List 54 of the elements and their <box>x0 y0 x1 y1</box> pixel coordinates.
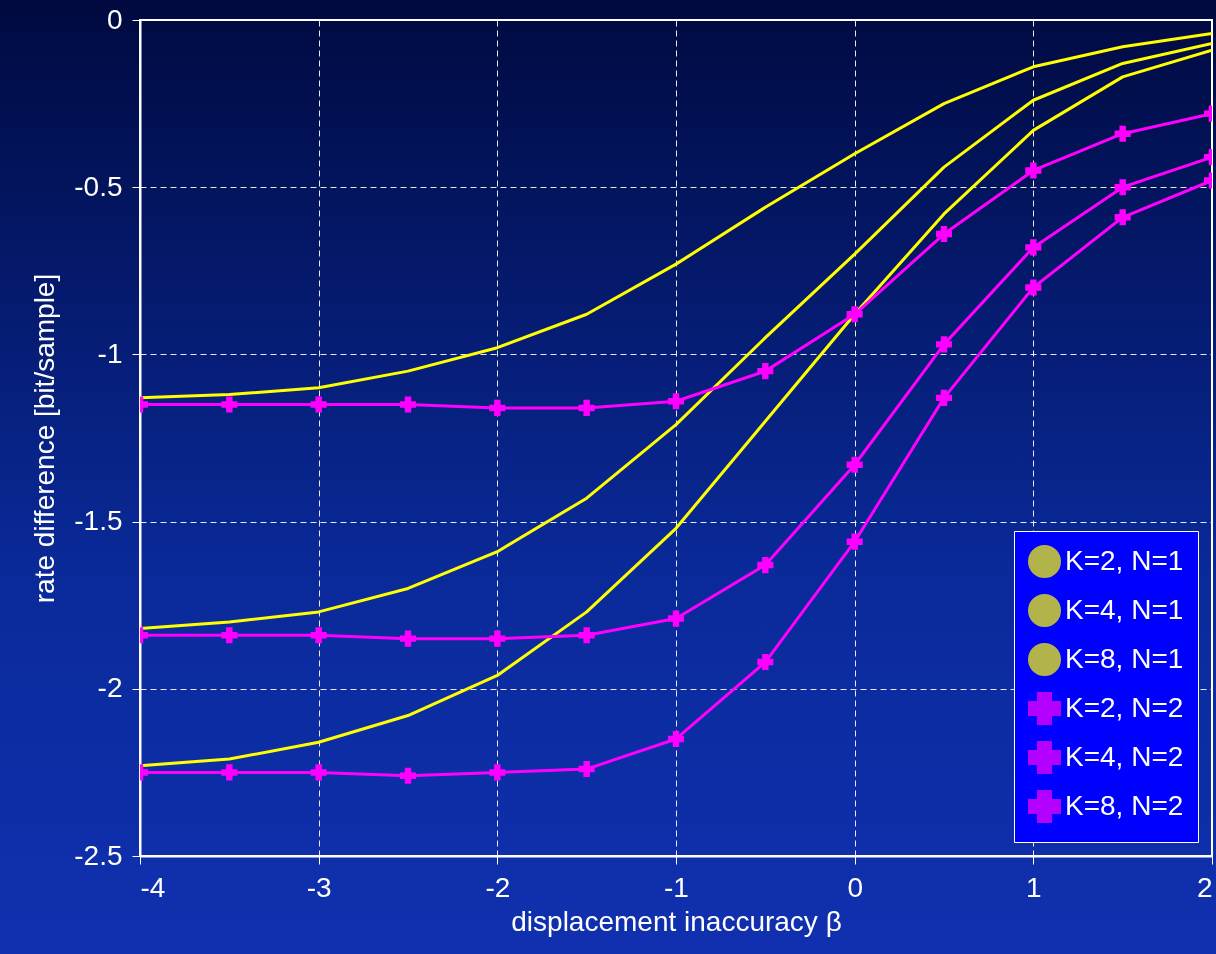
point <box>1114 209 1131 226</box>
legend-label: K=2, N=2 <box>1065 691 1184 723</box>
x-tick-label: -4 <box>140 871 166 903</box>
point <box>846 456 863 473</box>
point <box>757 653 774 671</box>
x-tick-label: -3 <box>306 871 332 903</box>
point <box>310 627 327 644</box>
legend-label: K=8, N=1 <box>1065 642 1184 674</box>
y-tick-label: -2 <box>97 672 123 704</box>
point <box>578 760 595 778</box>
y-tick-label: -1 <box>97 337 123 369</box>
point <box>489 630 506 647</box>
x-tick-label: 0 <box>847 871 863 903</box>
x-tick-label: -2 <box>485 871 511 903</box>
point <box>221 627 238 644</box>
point <box>667 730 685 748</box>
point <box>935 336 953 353</box>
point <box>1114 179 1131 196</box>
point <box>310 764 327 781</box>
point <box>846 533 863 550</box>
y-tick-label: -0.5 <box>74 170 123 202</box>
point <box>757 557 774 574</box>
point <box>757 363 774 380</box>
point <box>578 627 595 644</box>
point <box>399 630 417 647</box>
x-tick-label: 2 <box>1196 871 1213 903</box>
point <box>935 389 953 406</box>
x-tick-label: -1 <box>664 871 689 903</box>
point <box>489 764 506 781</box>
legend-label: K=8, N=2 <box>1065 789 1184 821</box>
point <box>1025 279 1042 296</box>
y-axis-title: rate difference [bit/sample] <box>29 273 61 604</box>
y-tick-label: 0 <box>106 3 123 35</box>
point <box>578 399 595 416</box>
point <box>846 306 863 323</box>
point <box>489 399 506 416</box>
point <box>399 396 417 413</box>
point <box>667 393 685 410</box>
point <box>310 396 327 413</box>
point <box>935 225 953 243</box>
legend-label: K=4, N=2 <box>1065 740 1184 772</box>
point <box>399 767 417 784</box>
y-tick-label: -1.5 <box>74 505 123 537</box>
y-tick-label: -2.5 <box>74 839 123 871</box>
x-tick-label: 1 <box>1026 871 1042 903</box>
x-axis-title: displacement inaccuracy β <box>511 905 842 937</box>
point <box>1025 162 1042 179</box>
point <box>1025 239 1042 256</box>
point <box>221 764 238 781</box>
legend-label: K=2, N=1 <box>1065 544 1184 576</box>
point <box>221 396 238 413</box>
point <box>667 610 685 627</box>
legend-label: K=4, N=1 <box>1065 593 1184 625</box>
point <box>1114 125 1131 142</box>
